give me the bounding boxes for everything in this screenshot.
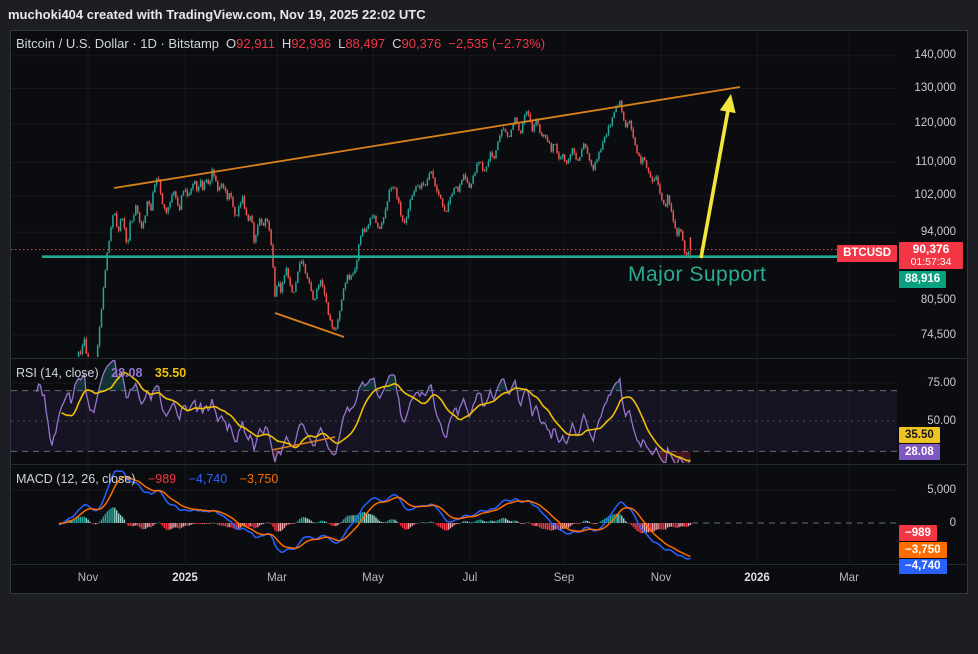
macd-pane-canvas[interactable]	[11, 465, 897, 563]
axis-price-label: 0	[949, 516, 956, 529]
upper-resistance-trendline	[113, 86, 741, 189]
axis-price-label: 102,000	[914, 189, 956, 202]
rsi-ma-value: 35.50	[154, 366, 187, 380]
chart-widget	[10, 30, 968, 594]
axis-price-label: 74,500	[920, 328, 956, 341]
macd-hist-value: −989	[147, 472, 177, 486]
last-price: 90,376	[912, 242, 950, 256]
projection-arrow-shaft	[699, 108, 731, 259]
axis-time-label: Nov	[650, 572, 672, 584]
axis-time-label: Sep	[553, 572, 575, 584]
axis-price-label: 5,000	[927, 483, 956, 496]
rsi-value-badge: 28.08	[899, 444, 940, 460]
rsi-pane-canvas[interactable]	[11, 359, 897, 463]
ohlc-key: H	[281, 36, 292, 51]
macd-line-badge: −4,740	[899, 559, 947, 574]
axis-price-label: 75.00	[927, 376, 956, 389]
axis-price-label: 120,000	[914, 117, 956, 130]
rsi-ma-badge: 35.50	[899, 427, 940, 443]
rsi-ma-line	[61, 371, 691, 462]
axis-price-label: 140,000	[914, 49, 956, 62]
pane-separator[interactable]	[10, 464, 968, 465]
symbol-price-flag: BTCUSD	[837, 245, 897, 262]
macd-signal-line	[59, 475, 691, 558]
rsi-gridlines	[11, 359, 897, 463]
ohlc-value: 88,497	[345, 36, 386, 51]
axis-time-label: Mar	[839, 572, 859, 584]
macd-signal-badge: −3,750	[899, 542, 947, 558]
axis-time-label: Jul	[462, 572, 478, 584]
support-price-badge: 88,916	[899, 271, 947, 288]
macd-hist-badge: −989	[899, 525, 937, 541]
main-legend: Bitcoin / U.S. Dollar · 1D · Bitstamp O92…	[16, 36, 545, 51]
axis-time-label: 2026	[744, 572, 770, 584]
macd-title[interactable]: MACD (12, 26, close)	[16, 472, 136, 486]
axis-time-label: May	[362, 572, 384, 584]
macd-signal-value: −3,750	[239, 472, 279, 486]
ohlc-value: 92,936	[291, 36, 332, 51]
candlestick-series	[77, 99, 692, 357]
ohlc-key: C	[392, 36, 402, 51]
major-support-label[interactable]: Major Support	[628, 263, 767, 286]
axis-price-label: 94,000	[920, 225, 956, 238]
axis-time-label: Mar	[267, 572, 287, 584]
macd-line-value: −4,740	[188, 472, 228, 486]
pane-separator	[10, 564, 968, 565]
macd-line	[59, 470, 691, 560]
lower-wedge-trendline	[274, 312, 345, 338]
rsi-value: 28.08	[111, 366, 143, 380]
bar-countdown: 01:57:34	[910, 256, 952, 268]
axis-price-label: 110,000	[915, 155, 956, 168]
axis-time-label: 2025	[172, 572, 198, 584]
main-chart-canvas[interactable]	[11, 31, 897, 357]
ohlc-key: O	[226, 36, 237, 51]
last-price-badge: 90,376 01:57:34	[899, 242, 963, 269]
axis-price-label: 50.00	[927, 414, 956, 427]
ohlc-key: L	[338, 36, 346, 51]
macd-legend: MACD (12, 26, close) −989 −4,740 −3,750	[16, 472, 278, 486]
ohlc-value: 90,376	[401, 36, 442, 51]
rsi-line	[36, 359, 691, 463]
rsi-legend: RSI (14, close) 28.08 35.50	[16, 366, 186, 380]
axis-time-label: Nov	[77, 572, 99, 584]
footer-bar: TradingView	[0, 594, 978, 654]
main-gridlines	[11, 31, 897, 357]
axis-price-label: 80,500	[920, 294, 956, 307]
pane-separator[interactable]	[10, 358, 968, 359]
ohlc-value: 92,911	[236, 36, 275, 51]
projection-arrow-head	[719, 94, 736, 114]
axis-price-label: 130,000	[914, 82, 956, 95]
attribution-text: muchoki404 created with TradingView.com,…	[8, 7, 426, 22]
change-value: −2,535 (−2.73%)	[448, 36, 546, 51]
symbol-title[interactable]: Bitcoin / U.S. Dollar · 1D · Bitstamp	[16, 36, 219, 51]
macd-histogram	[58, 507, 692, 534]
rsi-trendline	[271, 436, 336, 451]
ohlc-values: O92,911 H92,936 L88,497 C90,376	[219, 36, 441, 51]
rsi-title[interactable]: RSI (14, close)	[16, 366, 99, 380]
